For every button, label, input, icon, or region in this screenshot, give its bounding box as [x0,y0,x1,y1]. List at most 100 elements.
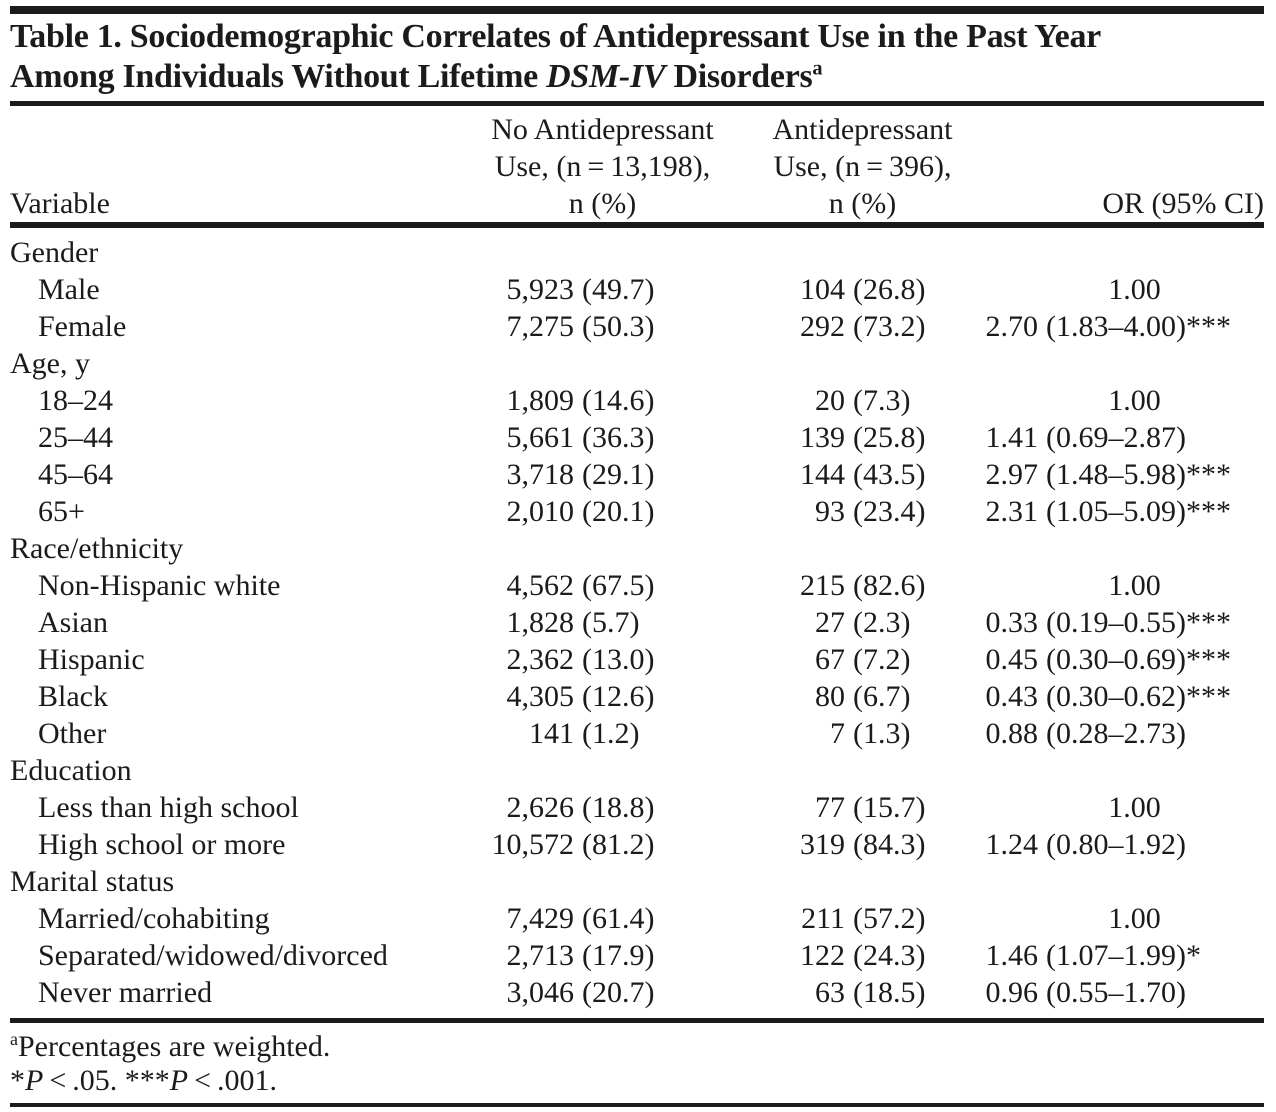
table-row: High school or more 10,572 (81.2) 319 (84.3)… [10,826,1264,863]
table-title: Table 1. Sociodemographic Correlates of … [10,17,1264,97]
text-segment: Among Individuals Without Lifetime [10,58,547,95]
no-use-cell: 7,429 (61.4) [455,900,750,937]
section-header-row: Race/ethnicity [10,530,1264,567]
count-value: 5,661 [506,421,575,454]
or-ci-cell: 2.31 (1.05–5.09)*** [975,493,1264,530]
section-header-row: Education [10,752,1264,789]
no-use-cell: 1,809 (14.6) [455,382,750,419]
use-cell: 80 (6.7) [750,678,975,715]
or-value: 0.43 [985,680,1039,713]
variable-label: Less than high school [38,791,299,824]
title-line-2: Among Individuals Without Lifetime DSM-I… [10,57,1264,97]
or-ci-cell: 1.00 [975,789,1264,826]
no-use-cell: 10,572 (81.2) [455,826,750,863]
table-row: 65+ 2,010 (20.1) 93 (23.4) 2.31 (1.05–5.09)*** [10,493,1264,530]
top-rule [10,6,1264,14]
or-ci-cell: 0.45 (0.30–0.69)*** [975,641,1264,678]
count-value: 93 [815,495,845,528]
percent-value: (29.1) [582,458,655,491]
or-ci-cell: 0.33 (0.19–0.55)*** [975,604,1264,641]
percent-value: (5.7) [582,606,640,639]
variable-label: Hispanic [38,643,145,676]
table-row: 25–44 5,661 (36.3) 139 (25.8) 1.41 (0.69–2.87) [10,419,1264,456]
text-segment: Disorders [665,58,813,95]
percent-value: (24.3) [853,939,926,972]
text-segment: * [10,1064,25,1097]
percent-value: (13.0) [582,643,655,676]
count-value: 319 [800,828,845,861]
text-segment: Table 1. Sociodemographic Correlates of … [10,18,1101,55]
percent-value: (1.2) [582,717,640,750]
no-use-cell: 3,046 (20.7) [455,974,750,1011]
ci-value: (1.07–1.99)* [1046,939,1201,972]
superscript-marker: a [10,1029,18,1049]
section-header-row: Marital status [10,863,1264,900]
title-line-1: Table 1. Sociodemographic Correlates of … [10,17,1264,57]
percent-value: (17.9) [582,939,655,972]
count-value: 80 [815,680,845,713]
count-value: 20 [815,384,845,417]
or-value: 1.46 [985,939,1039,972]
use-cell: 104 (26.8) [750,271,975,308]
variable-label: Other [38,717,107,750]
count-value: 4,562 [506,569,575,602]
count-value: 63 [815,976,845,1009]
use-cell: 63 (18.5) [750,974,975,1011]
percent-value: (18.8) [582,791,655,824]
use-cell: 67 (7.2) [750,641,975,678]
or-ci-cell: 0.88 (0.28–2.73) [975,715,1264,752]
section-header-row: Age, y [10,345,1264,382]
text-segment: < .05. [43,1064,125,1097]
column-header-line: No Antidepressant [491,113,714,146]
table-row: Less than high school 2,626 (18.8) 77 (15.7)… [10,789,1264,826]
count-value: 211 [801,902,845,935]
or-value: 0.88 [985,717,1039,750]
count-value: 27 [815,606,845,639]
percent-value: (84.3) [853,828,926,861]
or-ci-cell: 1.24 (0.80–1.92) [975,826,1264,863]
count-value: 2,626 [506,791,575,824]
or-value: 2.70 [985,310,1039,343]
reference-or-value: 1.00 [1108,791,1161,824]
variable-label: 25–44 [38,421,113,454]
count-value: 4,305 [506,680,575,713]
count-value: 2,010 [506,495,575,528]
no-use-cell: 4,562 (67.5) [455,567,750,604]
count-value: 7,275 [506,310,575,343]
count-value: 7 [830,717,845,750]
table-row: Black 4,305 (12.6) 80 (6.7) 0.43 (0.30–0.62)**… [10,678,1264,715]
count-value: 122 [800,939,845,972]
use-cell: 7 (1.3) [750,715,975,752]
percent-value: (7.3) [853,384,911,417]
ci-value: (0.28–2.73) [1046,717,1186,750]
count-value: 139 [800,421,845,454]
table-row: 45–64 3,718 (29.1) 144 (43.5) 2.97 (1.48–5.98)… [10,456,1264,493]
count-value: 292 [800,310,845,343]
no-use-cell: 2,010 (20.1) [455,493,750,530]
use-cell: 319 (84.3) [750,826,975,863]
no-use-cell: 2,362 (13.0) [455,641,750,678]
section-label: Education [10,754,132,787]
use-cell: 122 (24.3) [750,937,975,974]
percent-value: (12.6) [582,680,655,713]
footnote-pvalues: *P < .05. ***P < .001. [10,1064,1264,1098]
or-ci-cell: 0.43 (0.30–0.62)*** [975,678,1264,715]
variable-label: Male [38,273,100,306]
ci-value: (0.55–1.70) [1046,976,1186,1009]
percent-value: (67.5) [582,569,655,602]
count-value: 3,046 [506,976,575,1009]
percent-value: (81.2) [582,828,655,861]
footnote-rule [10,1018,1264,1023]
use-cell: 77 (15.7) [750,789,975,826]
or-value: 0.45 [985,643,1039,676]
text-segment: Percentages are weighted. [18,1030,331,1063]
use-cell: 20 (7.3) [750,382,975,419]
column-header-variable: Variable [10,187,110,220]
use-cell: 144 (43.5) [750,456,975,493]
or-ci-cell: 1.00 [975,382,1264,419]
header-rule [10,222,1264,228]
table-row: Female 7,275 (50.3) 292 (73.2) 2.70 (1.83–4.00… [10,308,1264,345]
or-value: 0.96 [985,976,1039,1009]
or-ci-cell: 1.41 (0.69–2.87) [975,419,1264,456]
count-value: 215 [800,569,845,602]
